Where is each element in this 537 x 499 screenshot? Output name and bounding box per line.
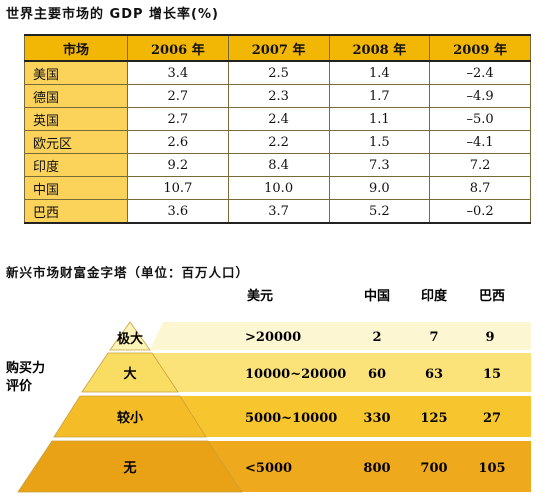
- header-brazil: 巴西: [479, 289, 505, 304]
- column-header-2009: 2009 年: [429, 34, 531, 62]
- table-row: 德国 2.7 2.3 1.7 –4.9: [24, 84, 531, 108]
- growth-value-cell: –4.1: [429, 130, 531, 154]
- growth-value-cell: 2.5: [227, 60, 330, 85]
- tier-1-china: 2: [372, 330, 381, 345]
- header-india: 印度: [421, 288, 448, 304]
- growth-value-cell: 2.4: [227, 107, 330, 131]
- table-header-row: 市场 2006 年 2007 年 2008 年 2009 年: [24, 34, 531, 62]
- market-cell: 英国: [24, 107, 128, 131]
- purchasing-power-label-line2: 评价: [6, 379, 33, 394]
- growth-value-cell: 7.2: [429, 153, 531, 177]
- growth-value-cell: 8.7: [429, 176, 531, 200]
- tier-1-brazil: 9: [485, 330, 494, 345]
- column-header-2008: 2008 年: [328, 34, 431, 62]
- table-row: 欧元区 2.6 2.2 1.5 –4.1: [24, 130, 531, 154]
- table-row: 中国 10.7 10.0 9.0 8.7: [24, 176, 531, 200]
- pyramid-title: 新兴市场财富金字塔（单位：百万人口）: [6, 265, 250, 280]
- growth-value-cell: 8.4: [227, 153, 330, 177]
- tier-4-china: 800: [363, 461, 390, 476]
- growth-value-cell: 10.0: [227, 176, 330, 200]
- tier-3-brazil: 27: [483, 411, 501, 426]
- growth-value-cell: –4.9: [429, 84, 531, 108]
- tier-3-usd: 5000~10000: [245, 411, 337, 426]
- market-cell: 欧元区: [24, 130, 128, 154]
- growth-value-cell: 5.2: [328, 199, 431, 224]
- growth-value-cell: 9.2: [127, 153, 229, 177]
- growth-value-cell: 7.3: [328, 153, 431, 177]
- column-header-market: 市场: [24, 34, 128, 62]
- wealth-pyramid-chart: 美元 中国 印度 巴西 购买力 评价 极大 大 较小 无 >20000 2 7 …: [6, 288, 531, 493]
- header-usd: 美元: [247, 288, 273, 304]
- growth-value-cell: 2.2: [227, 130, 330, 154]
- column-header-2006: 2006 年: [127, 34, 229, 62]
- growth-value-cell: 3.7: [227, 199, 330, 224]
- band-tier-2: [110, 353, 531, 392]
- tier-2-level: 大: [123, 366, 136, 382]
- market-cell: 美国: [24, 60, 128, 85]
- tier-4-india: 700: [420, 461, 447, 476]
- tier-1-usd: >20000: [245, 330, 301, 345]
- tier-1-level: 极大: [117, 331, 143, 347]
- tier-2-india: 63: [425, 367, 443, 382]
- growth-value-cell: 2.3: [227, 84, 330, 108]
- table-row: 美国 3.4 2.5 1.4 –2.4: [24, 60, 531, 85]
- tier-3-level: 较小: [117, 410, 143, 426]
- growth-value-cell: 2.6: [127, 130, 229, 154]
- header-china: 中国: [364, 288, 390, 304]
- band-tier-1: [150, 322, 531, 350]
- market-cell: 巴西: [24, 199, 128, 224]
- growth-value-cell: 3.6: [127, 199, 229, 224]
- gdp-table-title: 世界主要市场的 GDP 增长率(%): [6, 7, 219, 22]
- pyramid-tier-1: [109, 321, 151, 351]
- table-row: 印度 9.2 8.4 7.3 7.2: [24, 153, 531, 177]
- tier-4-brazil: 105: [478, 461, 505, 476]
- table-row: 英国 2.7 2.4 1.1 –5.0: [24, 107, 531, 131]
- growth-value-cell: 9.0: [328, 176, 431, 200]
- market-cell: 中国: [24, 176, 128, 200]
- growth-value-cell: 1.7: [328, 84, 431, 108]
- tier-2-usd: 10000~20000: [245, 367, 346, 382]
- purchasing-power-label-line1: 购买力: [6, 360, 45, 376]
- market-cell: 印度: [24, 153, 128, 177]
- market-cell: 德国: [24, 84, 128, 108]
- growth-value-cell: –0.2: [429, 199, 531, 224]
- growth-value-cell: 2.7: [127, 84, 229, 108]
- growth-value-cell: 1.4: [328, 60, 431, 85]
- column-header-2007: 2007 年: [227, 34, 330, 62]
- growth-value-cell: 1.1: [328, 107, 431, 131]
- pyramid-tier-4: [17, 440, 243, 493]
- growth-value-cell: 3.4: [127, 60, 229, 85]
- tier-4-usd: <5000: [245, 461, 292, 476]
- tier-3-india: 125: [420, 411, 447, 426]
- tier-2-china: 60: [368, 367, 386, 382]
- pyramid-tier-2: [81, 352, 179, 393]
- table-row: 巴西 3.6 3.7 5.2 –0.2: [24, 199, 531, 224]
- tier-1-india: 7: [429, 330, 438, 345]
- tier-2-brazil: 15: [483, 367, 501, 382]
- growth-value-cell: 1.5: [328, 130, 431, 154]
- tier-3-china: 330: [363, 411, 390, 426]
- growth-value-cell: –5.0: [429, 107, 531, 131]
- gdp-growth-table: 市场 2006 年 2007 年 2008 年 2009 年 美国 3.4 2.5 1…: [24, 34, 531, 224]
- growth-value-cell: 2.7: [127, 107, 229, 131]
- tier-4-level: 无: [122, 461, 136, 476]
- growth-value-cell: –2.4: [429, 60, 531, 85]
- growth-value-cell: 10.7: [127, 176, 229, 200]
- pyramid-tier-3: [53, 395, 207, 438]
